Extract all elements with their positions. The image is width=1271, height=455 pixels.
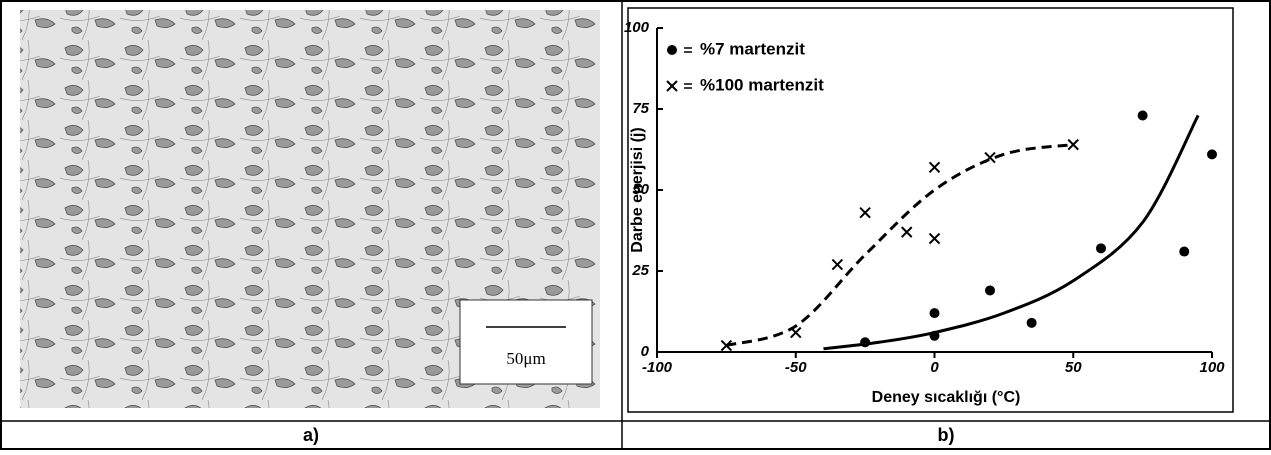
- x-tick-label: -100: [642, 359, 673, 376]
- legend-label: %100 martenzit: [700, 75, 824, 94]
- legend-sign: [684, 84, 692, 88]
- legend-marker: [667, 81, 677, 91]
- x-tick-label: 50: [1065, 359, 1082, 376]
- point: [930, 162, 940, 172]
- point: [1068, 140, 1078, 150]
- figure: a) b) 50μm Deney sıcaklığı (°C) Darbe en…: [0, 0, 1271, 450]
- trend-curve: [824, 115, 1199, 348]
- x-tick-label: 0: [930, 359, 939, 376]
- y-tick-label: 75: [632, 100, 649, 117]
- point: [860, 337, 870, 347]
- plot: -100 -50 0 50 100 0 25 50 75 100 %7 martenzit %100 …: [624, 19, 1225, 376]
- legend-marker: [667, 45, 677, 55]
- x-axis-label: Deney sıcaklığı (°C): [872, 389, 1021, 406]
- x-tick-label: 100: [1199, 359, 1225, 376]
- point: [930, 234, 940, 244]
- scale-label: 50μm: [506, 349, 545, 368]
- scale-box: [460, 300, 592, 384]
- panel-label: a): [303, 425, 319, 445]
- point: [985, 153, 995, 163]
- point: [791, 328, 801, 338]
- panel-label: b): [938, 425, 955, 445]
- legend-label: %7 martenzit: [700, 39, 805, 58]
- point: [860, 208, 870, 218]
- point: [985, 285, 995, 295]
- y-tick-label: 0: [641, 343, 650, 360]
- point: [1138, 110, 1148, 120]
- point: [1207, 149, 1217, 159]
- point: [930, 308, 940, 318]
- point: [1027, 318, 1037, 328]
- x-tick-label: -50: [785, 359, 807, 376]
- point: [902, 227, 912, 237]
- point: [930, 331, 940, 341]
- point: [832, 260, 842, 270]
- legend-sign: [684, 48, 692, 52]
- point: [1179, 247, 1189, 257]
- y-tick-label: 25: [631, 262, 649, 279]
- y-tick-label: 50: [632, 181, 649, 198]
- y-tick-label: 100: [624, 19, 650, 36]
- point: [1096, 243, 1106, 253]
- trend-curve: [726, 145, 1073, 346]
